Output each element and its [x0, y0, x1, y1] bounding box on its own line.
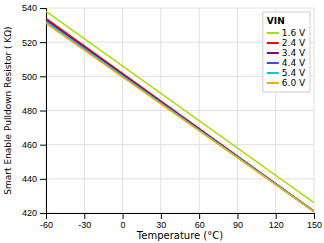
y-tick-label: 420: [22, 208, 37, 218]
x-tick-mark: [199, 213, 200, 219]
x-tick: 150: [307, 213, 322, 230]
legend-label: 3.4 V: [282, 48, 306, 58]
y-tick: 420: [22, 208, 46, 218]
grid-line-y: [46, 8, 314, 9]
x-axis-line: [47, 214, 315, 220]
y-axis: 420 440 460 480 500 520 540: [22, 3, 47, 218]
plot: -60 -30 0 30 60 90 120 150 420 440 460 480 500 520 540…: [22, 3, 322, 230]
y-tick-mark: [40, 213, 46, 214]
x-axis: -60 -30 0 30 60 90 120 150: [40, 213, 322, 230]
legend-item: 6.0 V: [267, 78, 306, 88]
y-tick-label: 500: [22, 72, 37, 82]
x-tick-label: 60: [195, 220, 205, 230]
legend-item: 3.4 V: [267, 48, 306, 58]
x-tick: 120: [269, 213, 284, 230]
x-tick-mark: [161, 213, 162, 219]
y-tick-label: 440: [22, 174, 37, 184]
y-tick-label: 520: [22, 38, 37, 48]
legend-item: 1.6 V: [267, 28, 306, 38]
x-tick: -30: [78, 213, 91, 230]
x-tick-label: 90: [233, 220, 243, 230]
x-tick: 60: [195, 213, 205, 230]
x-tick-label: 150: [307, 220, 322, 230]
grid-line-y: [46, 110, 314, 111]
series-line: [46, 11, 314, 202]
x-tick: 0: [121, 213, 126, 230]
x-tick-mark: [84, 213, 85, 219]
legend-label: 1.6 V: [282, 28, 306, 38]
y-tick: 500: [22, 72, 46, 82]
y-tick: 540: [22, 3, 46, 13]
legend-swatch: [267, 42, 279, 44]
legend-label: 6.0 V: [282, 78, 306, 88]
y-tick-label: 480: [22, 106, 37, 116]
x-tick-label: 30: [156, 220, 166, 230]
y-axis-line: [40, 9, 47, 214]
y-tick-mark: [40, 42, 46, 43]
y-tick-mark: [40, 8, 46, 9]
chart: -60 -30 0 30 60 90 120 150 420 440 460 480 500 520 540…: [0, 0, 324, 243]
y-tick: 480: [22, 106, 46, 116]
lines: [46, 11, 314, 211]
grid-line-y: [46, 178, 314, 179]
x-tick-mark: [314, 213, 315, 219]
y-tick-mark: [40, 111, 46, 112]
x-tick-mark: [123, 213, 124, 219]
y-tick: 440: [22, 174, 46, 184]
x-tick-label: -60: [40, 220, 53, 230]
x-tick: -60: [40, 213, 53, 230]
legend-swatch: [267, 62, 279, 64]
x-tick-mark: [276, 213, 277, 219]
y-tick-mark: [40, 76, 46, 77]
legend-label: 4.4 V: [282, 58, 306, 68]
y-tick-label: 460: [22, 140, 37, 150]
y-tick-mark: [40, 179, 46, 180]
legend-swatch: [267, 82, 279, 84]
y-tick-mark: [40, 145, 46, 146]
x-tick: 90: [233, 213, 243, 230]
x-tick-label: -30: [78, 220, 91, 230]
y-tick: 520: [22, 38, 46, 48]
grid-line-y: [46, 144, 314, 145]
legend-label: 5.4 V: [282, 68, 306, 78]
x-tick-label: 120: [269, 220, 284, 230]
legend-swatch: [267, 52, 279, 54]
x-tick-mark: [237, 213, 238, 219]
grid: [46, 8, 314, 213]
x-tick-label: 0: [121, 220, 126, 230]
x-tick: 30: [156, 213, 166, 230]
legend-label: 2.4 V: [282, 38, 306, 48]
legend-box: [263, 12, 310, 92]
x-axis-title: Temperature (°C): [136, 230, 223, 241]
legend-swatch: [267, 72, 279, 74]
y-tick-label: 540: [22, 3, 37, 13]
legend-item: 5.4 V: [267, 68, 306, 78]
legend: VIN 1.6 V2.4 V3.4 V4.4 V5.4 V6.0 V: [263, 12, 310, 92]
legend-item: 4.4 V: [267, 58, 306, 68]
legend-swatch: [267, 32, 279, 34]
legend-title: VIN: [267, 16, 285, 26]
y-tick: 460: [22, 140, 46, 150]
y-axis-title: Smart Enable Pulldown Resistor ( KΩ): [3, 26, 13, 194]
legend-item: 2.4 V: [267, 38, 306, 48]
